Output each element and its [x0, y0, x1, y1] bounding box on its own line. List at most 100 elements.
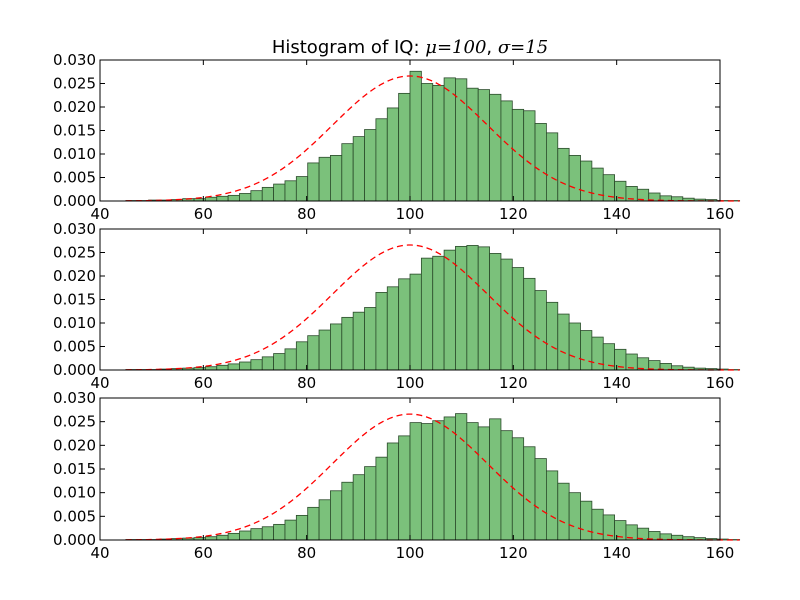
histogram-bar — [580, 160, 593, 202]
histogram-bar — [466, 245, 479, 371]
histogram-bar — [295, 176, 309, 202]
histogram-bar — [386, 442, 400, 541]
histogram-bar — [216, 195, 229, 202]
histogram-bar — [477, 89, 490, 202]
y-tick-label: 0.030 — [53, 220, 96, 238]
chart-panel-1: 40 60 80 100 120 140 160 0.000 0.005 0.010 0.015 0.… — [53, 51, 741, 223]
histogram-bar — [239, 193, 252, 202]
histogram-bar — [534, 290, 547, 371]
x-tick-label: 100 — [396, 205, 425, 223]
y-tick-label: 0.020 — [53, 436, 96, 454]
histogram-bar — [284, 180, 297, 202]
y-tick-label: 0.025 — [53, 244, 96, 262]
histogram-bar — [216, 364, 229, 371]
y-tick-label: 0.000 — [53, 531, 96, 549]
y-tick-label: 0.030 — [53, 51, 96, 69]
x-tick-label: 60 — [194, 205, 213, 223]
histogram-bar — [489, 253, 502, 371]
histogram-bar — [489, 93, 502, 202]
histogram-bar — [250, 359, 263, 371]
title-mu-value: =100 — [437, 37, 486, 58]
fit-curve-line — [125, 244, 740, 371]
x-tick-label: 140 — [602, 374, 631, 392]
y-tick-label: 0.010 — [53, 484, 96, 502]
x-tick-label: 80 — [297, 205, 316, 223]
y-tick-label: 0.025 — [53, 413, 96, 431]
histogram-bar — [227, 363, 240, 371]
histogram-bar — [523, 277, 536, 371]
y-tick-label: 0.000 — [53, 192, 96, 210]
histogram-bar — [568, 492, 581, 541]
histogram-bar — [466, 87, 479, 202]
histogram-bar — [341, 481, 354, 541]
x-tick-label: 100 — [396, 544, 425, 562]
histogram-bar — [307, 335, 320, 371]
histogram-bar — [500, 258, 513, 371]
y-tick-label: 0.005 — [53, 507, 96, 525]
chart-panel-2: 40 60 80 100 120 140 160 0.000 0.005 0.010 0.015 0.… — [53, 220, 741, 392]
title-prefix: Histogram of IQ: — [272, 37, 425, 58]
histogram-bar — [534, 458, 547, 541]
histogram-bar — [557, 313, 570, 371]
x-tick-label: 120 — [499, 374, 528, 392]
histogram-bar — [284, 519, 297, 541]
fit-curve-line — [125, 413, 740, 541]
y-tick-label: 0.030 — [53, 389, 96, 407]
histogram-bar — [330, 490, 343, 541]
chart-title: Histogram of IQ: μ=100, σ=15 — [272, 37, 548, 58]
y-tick-label: 0.025 — [53, 75, 96, 93]
x-tick-label: 160 — [706, 374, 735, 392]
histogram-bar — [318, 329, 331, 371]
x-tick-label: 40 — [90, 374, 109, 392]
x-tick-label: 60 — [194, 374, 213, 392]
histogram-bar — [227, 194, 240, 202]
histogram-bar — [341, 143, 354, 202]
histogram-bar — [409, 70, 422, 202]
title-mu-symbol: μ — [425, 37, 437, 58]
histogram-bar — [386, 107, 400, 202]
histogram-bar — [466, 422, 479, 541]
histogram-bar — [557, 147, 570, 202]
histogram-bar — [250, 528, 263, 541]
title-sigma-value: =15 — [510, 37, 548, 58]
histogram-bar — [523, 446, 536, 541]
histogram-bar — [261, 526, 275, 541]
panels: 40 60 80 100 120 140 160 0.000 0.005 0.010 0.015 0.… — [53, 51, 741, 562]
y-tick-label: 0.005 — [53, 169, 96, 187]
histogram-bar — [432, 84, 445, 202]
histogram-bar — [307, 506, 320, 541]
y-tick-label: 0.015 — [53, 291, 96, 309]
x-tick-label: 120 — [499, 205, 528, 223]
y-tick-label: 0.015 — [53, 460, 96, 478]
histogram-bar — [295, 514, 309, 541]
y-tick-label: 0.010 — [53, 314, 96, 332]
histogram-bar — [330, 323, 343, 371]
histogram-bar — [295, 341, 309, 371]
histogram-bar — [398, 92, 411, 202]
histogram-bar — [511, 108, 525, 202]
y-tick-label: 0.015 — [53, 122, 96, 140]
x-tick-label: 60 — [194, 544, 213, 562]
x-tick-label: 100 — [396, 374, 425, 392]
histogram-bar — [261, 356, 275, 371]
histogram-bar — [500, 100, 513, 202]
histogram-bar — [352, 311, 365, 371]
histogram-bar — [500, 430, 513, 541]
histogram-bar — [318, 499, 331, 541]
x-tick-label: 80 — [297, 544, 316, 562]
histogram-bar — [557, 482, 570, 541]
histogram-bar — [489, 418, 502, 541]
histogram-bar — [352, 136, 365, 202]
chart-panel-3: 40 60 80 100 120 140 160 0.000 0.005 0.010 0.015 0.… — [53, 389, 741, 562]
x-tick-label: 40 — [90, 205, 109, 223]
histogram-bar — [375, 292, 388, 371]
x-tick-label: 120 — [499, 544, 528, 562]
histogram-bar — [591, 508, 604, 541]
histogram-bar — [409, 422, 422, 541]
histogram-bar — [375, 118, 388, 202]
histogram-bar — [318, 156, 331, 202]
histogram-bar — [432, 420, 445, 541]
histogram-bar — [523, 110, 536, 202]
histogram-bar — [409, 273, 422, 371]
histogram-bar — [239, 530, 252, 541]
